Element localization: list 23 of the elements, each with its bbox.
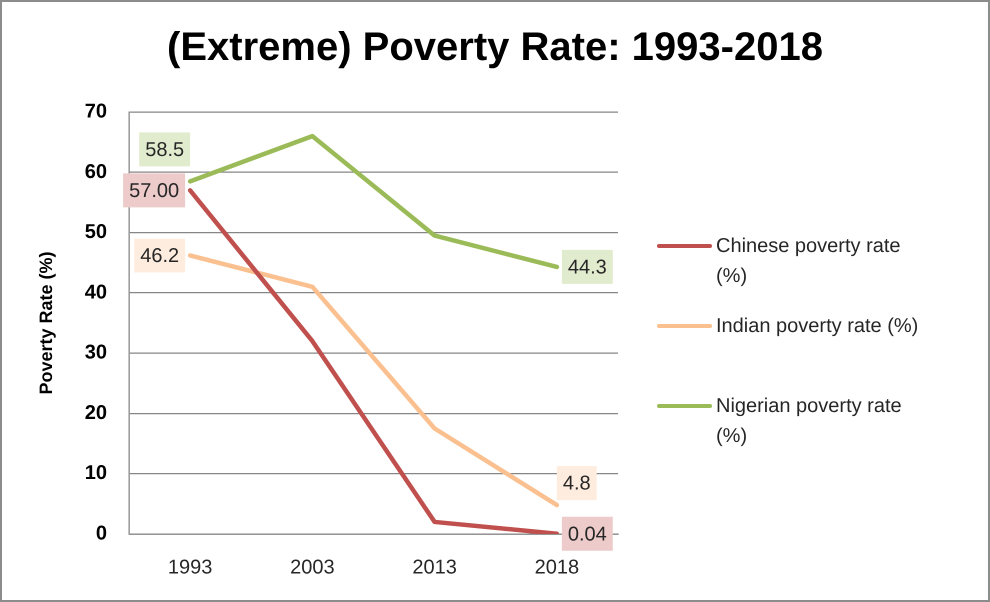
y-tick-label: 10 <box>84 462 107 484</box>
x-tick-label: 2003 <box>290 556 335 579</box>
data-label: 57.00 <box>129 180 180 202</box>
y-tick-label: 30 <box>84 342 107 364</box>
data-label: 58.5 <box>145 138 184 161</box>
y-tick-label: 0 <box>96 522 107 545</box>
y-axis-title: Poverty Rate (%) <box>36 251 56 395</box>
legend-label: Chinese poverty rate (%) <box>716 234 902 289</box>
data-label: 46.2 <box>140 244 180 267</box>
legend-label: Nigerian poverty rate (%) <box>716 394 903 449</box>
legend-label: Indian poverty rate (%) <box>716 314 920 339</box>
y-tick-label: 20 <box>84 402 107 424</box>
x-tick-label: 2018 <box>534 556 580 579</box>
x-tick-label: 2013 <box>412 556 457 579</box>
data-label: 44.3 <box>568 256 607 278</box>
y-tick-label: 50 <box>84 221 107 244</box>
chart-title: (Extreme) Poverty Rate: 1993-2018 <box>167 25 823 70</box>
y-tick-label: 70 <box>84 100 107 123</box>
y-tick-label: 60 <box>84 160 107 183</box>
x-tick-label: 1993 <box>168 556 212 579</box>
data-label: 4.8 <box>562 472 591 495</box>
y-tick-label: 40 <box>84 281 107 304</box>
data-label: 0.04 <box>568 523 607 546</box>
